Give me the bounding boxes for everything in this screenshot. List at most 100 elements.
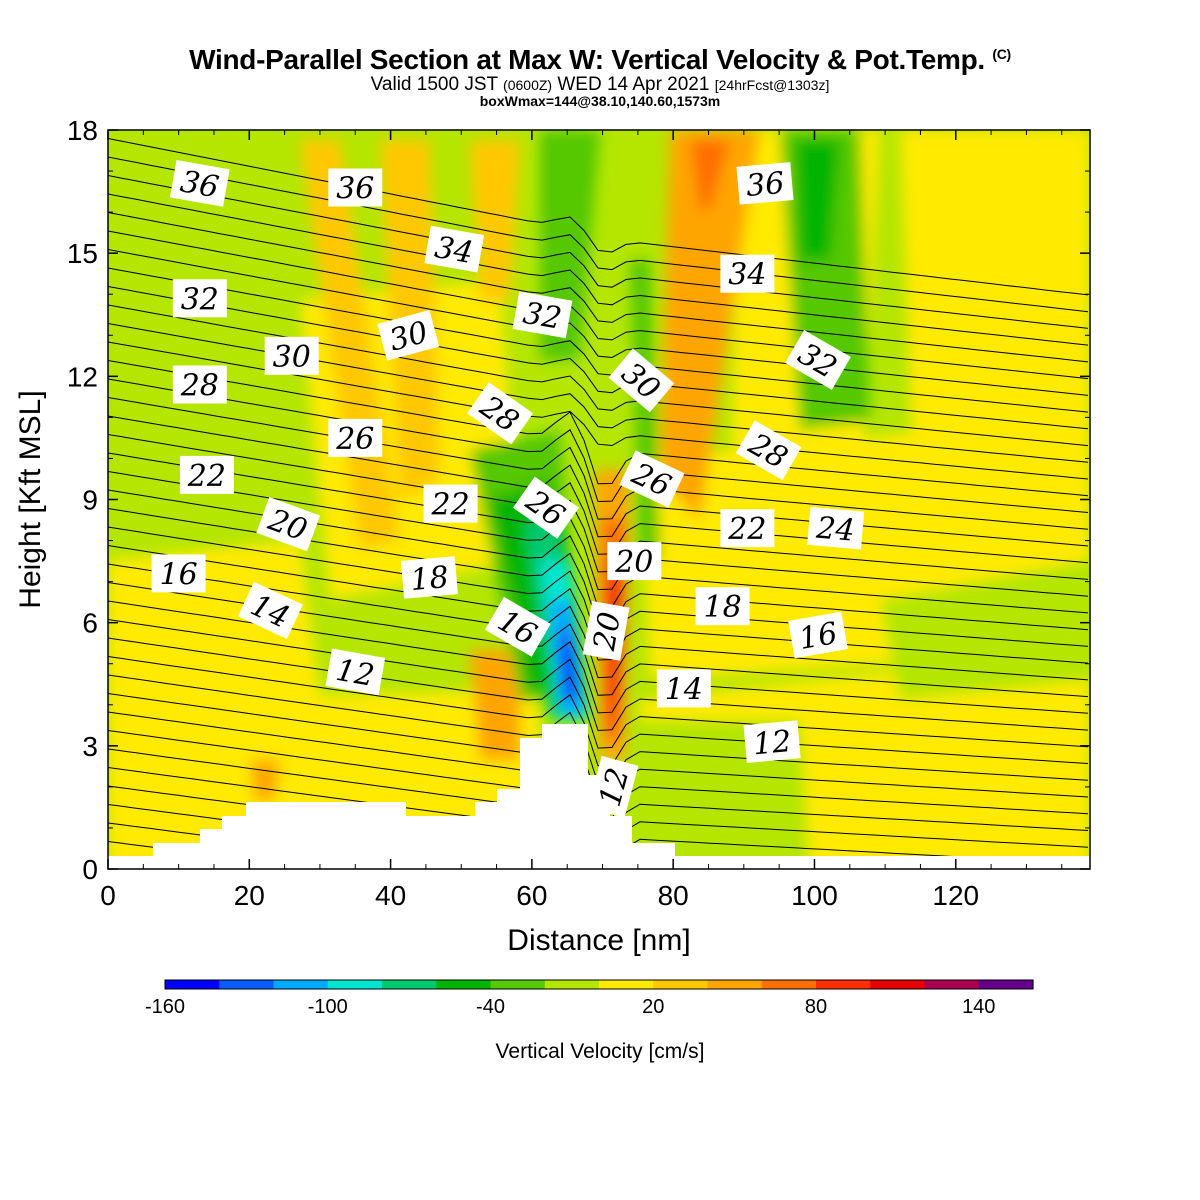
colorbar-swatch bbox=[219, 980, 275, 989]
theta-label: 36 bbox=[169, 160, 230, 207]
theta-contour bbox=[108, 230, 1089, 380]
theta-label-text: 26 bbox=[335, 422, 374, 457]
x-tick-label: 80 bbox=[658, 880, 689, 911]
theta-label-text: 22 bbox=[431, 488, 470, 523]
theta-contour bbox=[108, 452, 1089, 580]
theta-label: 14 bbox=[656, 669, 711, 708]
theta-contour bbox=[108, 434, 1089, 564]
y-tick-label: 9 bbox=[82, 485, 98, 516]
theta-label: 16 bbox=[788, 611, 848, 659]
theta-label-text: 18 bbox=[704, 590, 742, 625]
theta-label: 36 bbox=[328, 168, 383, 207]
theta-label-text: 24 bbox=[814, 511, 856, 549]
colorbar-swatch bbox=[544, 980, 600, 989]
colorbar-swatch bbox=[761, 980, 817, 989]
colorbar-title: Vertical Velocity [cm/s] bbox=[496, 1040, 705, 1063]
theta-contour bbox=[108, 193, 1089, 346]
theta-label-text: 20 bbox=[614, 545, 653, 580]
theta-label-text: 16 bbox=[796, 616, 840, 657]
theta-contour bbox=[108, 156, 1089, 313]
theta-label: 20 bbox=[607, 542, 662, 581]
theta-label-text: 22 bbox=[187, 459, 226, 494]
theta-label-text: 34 bbox=[432, 230, 476, 271]
theta-label: 18 bbox=[400, 556, 458, 599]
box-info: boxWmax=144@38.10,140.60,1573m bbox=[479, 93, 721, 109]
colorbar-swatch bbox=[165, 980, 220, 989]
theta-label: 30 bbox=[377, 309, 440, 361]
theta-label: 30 bbox=[264, 336, 319, 375]
colorbar-swatch bbox=[653, 980, 709, 989]
chart-subtitle: Valid 1500 JST (0600Z) WED 14 Apr 2021 [… bbox=[370, 74, 830, 95]
x-axis-title: Distance [nm] bbox=[507, 924, 690, 957]
colorbar-swatch bbox=[382, 980, 437, 989]
colorbar-swatch bbox=[436, 980, 492, 989]
colorbar-swatch bbox=[599, 980, 654, 989]
y-tick-label: 0 bbox=[82, 854, 98, 885]
colorbar-frame bbox=[164, 979, 1034, 990]
theta-label-text: 36 bbox=[745, 166, 786, 204]
x-tick-label: 60 bbox=[516, 880, 547, 911]
theta-contour bbox=[108, 304, 1089, 447]
x-tick-label: 120 bbox=[932, 880, 979, 911]
theta-label: 18 bbox=[695, 587, 750, 626]
theta-label: 26 bbox=[328, 418, 383, 457]
theta-label-text: 18 bbox=[409, 560, 450, 598]
theta-label: 22 bbox=[179, 455, 234, 494]
y-axis-title: Height [Kft MSL] bbox=[14, 390, 47, 608]
colorbar: -160 -100 -40 20 80 140 Vertical Velocity [cm/… bbox=[145, 979, 1034, 1063]
theta-label: 32 bbox=[172, 279, 227, 318]
theta-label-text: 12 bbox=[752, 724, 793, 762]
theta-contour bbox=[108, 286, 1089, 430]
theta-label-text: 34 bbox=[728, 258, 766, 293]
theta-contour bbox=[108, 637, 1089, 749]
theta-label: 34 bbox=[424, 225, 485, 273]
theta-label-text: 12 bbox=[333, 653, 377, 694]
theta-label: 34 bbox=[720, 254, 775, 293]
theta-label-text: 22 bbox=[727, 512, 766, 547]
theta-contour bbox=[108, 267, 1089, 413]
theta-label-text: 14 bbox=[665, 672, 703, 707]
theta-contour bbox=[108, 767, 1089, 869]
y-tick-label: 6 bbox=[82, 608, 98, 639]
theta-label: 24 bbox=[807, 506, 865, 550]
x-tick-label: 40 bbox=[375, 880, 406, 911]
colorbar-tick-label: 80 bbox=[805, 996, 827, 1018]
theta-contour bbox=[108, 397, 1089, 530]
colorbar-tick-label: -100 bbox=[308, 996, 348, 1018]
theta-contour bbox=[108, 415, 1089, 547]
theta-label-text: 32 bbox=[181, 282, 219, 317]
theta-label-text: 36 bbox=[178, 164, 222, 205]
theta-contour bbox=[108, 619, 1089, 732]
theta-label-text: 28 bbox=[180, 369, 219, 404]
theta-label-text: 16 bbox=[160, 557, 198, 592]
colorbar-swatch bbox=[327, 980, 383, 989]
theta-label-text: 32 bbox=[520, 296, 564, 337]
theta-label: 20 bbox=[582, 601, 630, 661]
theta-contour bbox=[108, 175, 1089, 329]
theta-contour bbox=[108, 378, 1089, 513]
chart-title: Wind-Parallel Section at Max W: Vertical… bbox=[189, 44, 1011, 75]
x-tick-label: 20 bbox=[234, 880, 265, 911]
theta-contour bbox=[108, 656, 1089, 767]
colorbar-swatch bbox=[870, 980, 926, 989]
theta-label: 12 bbox=[325, 648, 386, 696]
colorbar-swatch bbox=[978, 980, 1034, 989]
colorbar-tick-label: -160 bbox=[145, 996, 185, 1018]
colorbar-tick-label: 140 bbox=[962, 996, 995, 1018]
x-tick-label: 0 bbox=[100, 880, 116, 911]
theta-contour bbox=[108, 545, 1089, 664]
theta-label: 12 bbox=[743, 720, 801, 763]
theta-label: 22 bbox=[423, 484, 478, 523]
theta-contour bbox=[108, 212, 1089, 363]
y-tick-label: 3 bbox=[82, 731, 98, 762]
x-tick-label: 100 bbox=[791, 880, 838, 911]
y-tick-label: 15 bbox=[67, 238, 98, 269]
colorbar-tick-label: 20 bbox=[642, 996, 664, 1018]
colorbar-swatch bbox=[707, 980, 763, 989]
theta-contour bbox=[108, 360, 1089, 497]
colorbar-swatch bbox=[816, 980, 871, 989]
theta-label: 28 bbox=[172, 365, 227, 404]
theta-label: 16 bbox=[151, 554, 206, 593]
